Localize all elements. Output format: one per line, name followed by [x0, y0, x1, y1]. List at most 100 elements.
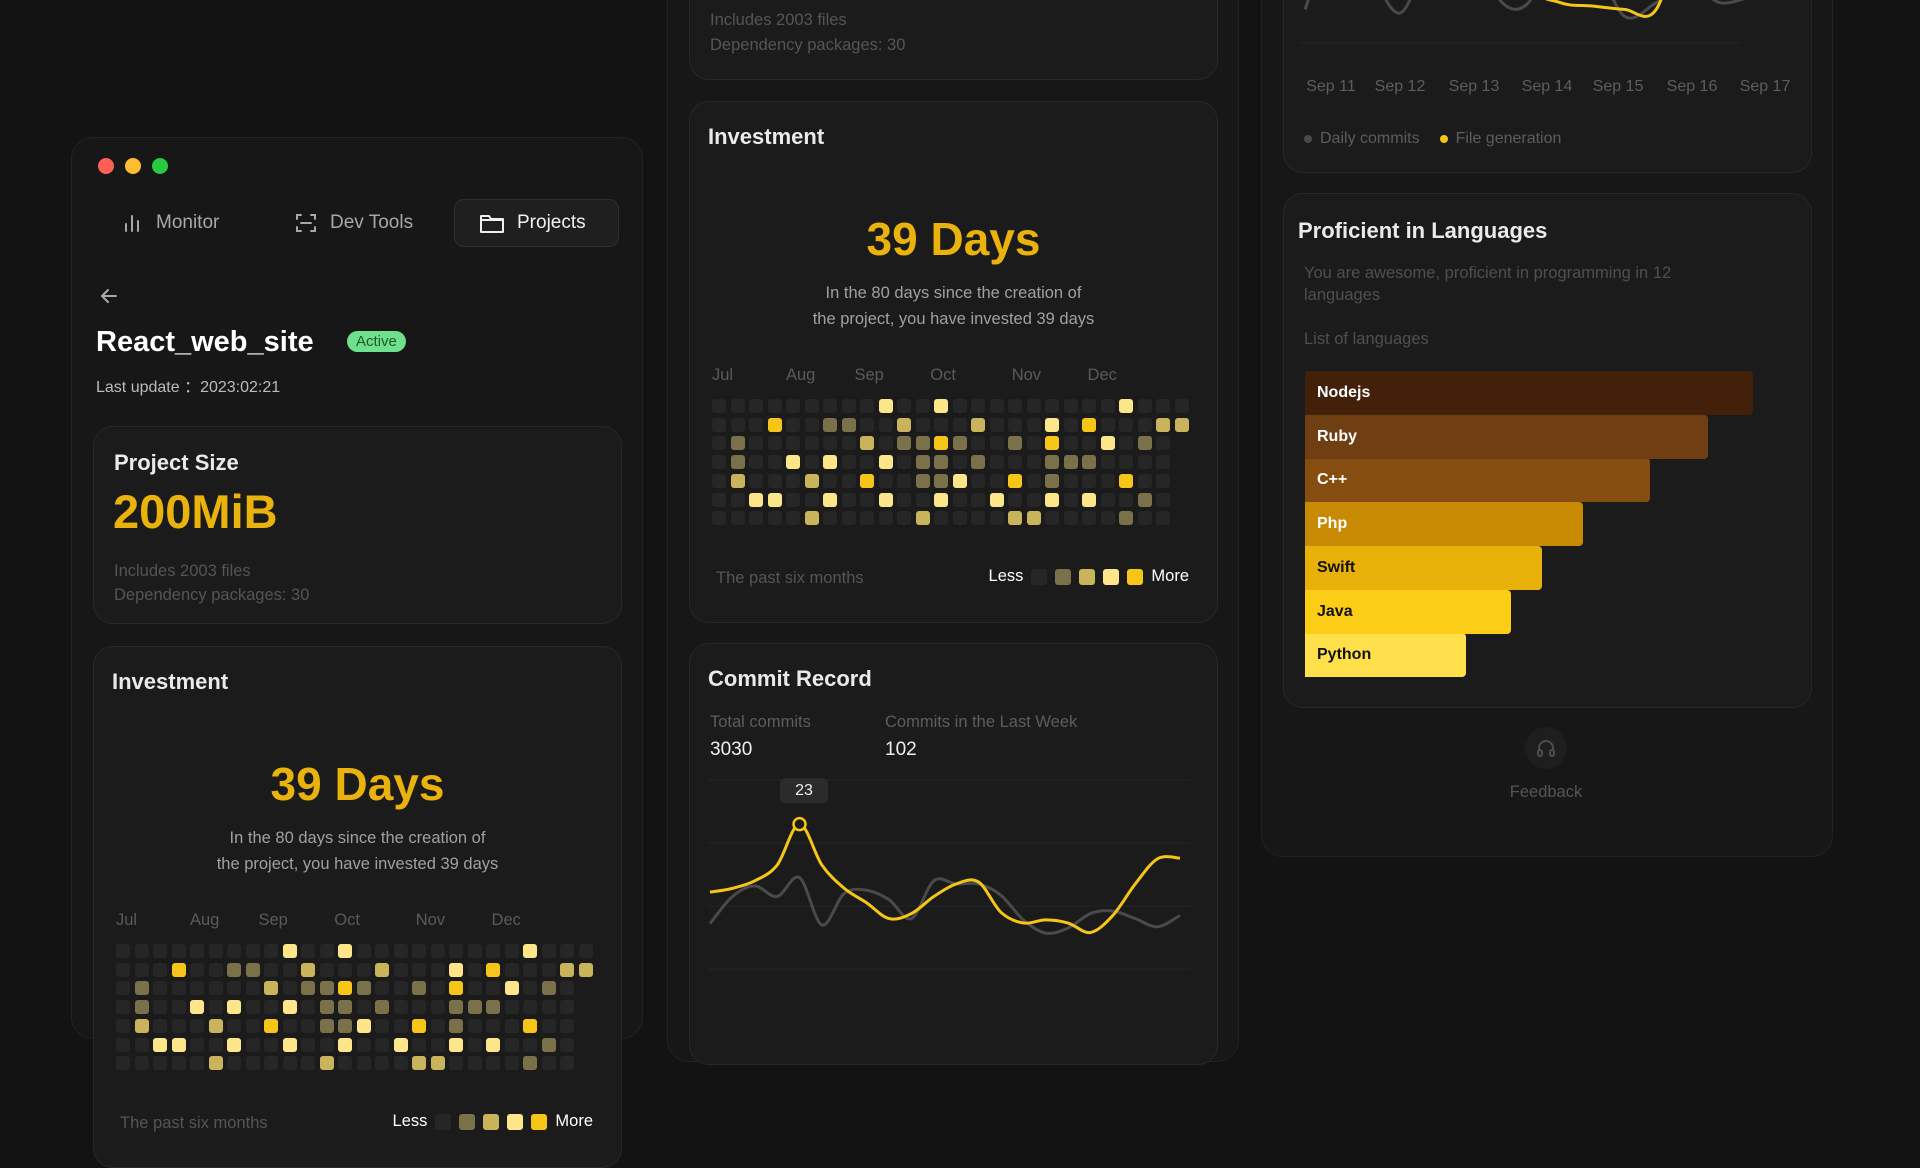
heatmap-cell	[319, 1018, 334, 1033]
heatmap-cell	[823, 417, 837, 432]
heatmap-cell	[1137, 436, 1152, 451]
language-name: Python	[1317, 646, 1372, 664]
back-arrow-icon[interactable]	[98, 285, 120, 307]
description-line: the project, you have invested 39 days	[216, 855, 499, 873]
heatmap-cell	[730, 399, 745, 413]
heatmap-cell	[282, 1018, 297, 1033]
heatmap-cell	[116, 1056, 130, 1071]
heatmap-cell	[823, 455, 837, 470]
heatmap-cell	[860, 399, 874, 413]
language-name: C++	[1317, 471, 1348, 489]
minimize-window-button[interactable]	[125, 158, 141, 174]
card-title: Investment	[708, 124, 825, 149]
heatmap-cell	[971, 436, 985, 451]
heatmap-cell	[915, 473, 930, 488]
commits-line	[708, 875, 1181, 935]
close-window-button[interactable]	[98, 158, 114, 174]
heatmap-cell	[486, 1037, 500, 1052]
heatmap-cell	[1008, 399, 1022, 413]
heatmap-cell	[153, 1056, 167, 1071]
heatmap-caption: The past six months	[716, 569, 864, 587]
language-name: Swift	[1317, 558, 1356, 576]
heatmap-cell	[282, 981, 297, 996]
heatmap-cell	[523, 944, 537, 958]
heatmap-cell	[952, 455, 967, 470]
project-size-card: Project Size 200MiB Includes 2003 files …	[93, 426, 622, 624]
heatmap-cell	[301, 1037, 315, 1052]
heatmap-cell	[264, 1056, 278, 1071]
heatmap-cell	[190, 1037, 204, 1052]
x-tick-label: Sep 13	[1449, 78, 1500, 95]
heatmap-cell	[356, 1037, 371, 1052]
heatmap-cell	[1137, 473, 1152, 488]
heatmap-cell	[897, 436, 911, 451]
month-label: Sep	[258, 911, 288, 929]
heatmap-cell	[915, 399, 930, 413]
heatmap-cell	[467, 1056, 482, 1071]
heatmap-cell	[393, 1000, 408, 1015]
right-column: Sep 11 Sep 12 Sep 13 Sep 14 Sep 15 Sep 16 Sep …	[1261, 0, 1833, 857]
heatmap-cell	[227, 962, 241, 977]
tab-dev-tools[interactable]: Dev Tools	[270, 199, 437, 247]
heatmap-cell	[952, 492, 967, 507]
heatmap-cell	[208, 1037, 223, 1052]
heatmap-cell	[897, 511, 911, 526]
heatmap-cell	[989, 511, 1004, 526]
feedback-button[interactable]: Feedback	[1506, 727, 1586, 802]
heatmap-cell	[134, 962, 149, 977]
heatmap-cell	[749, 492, 763, 507]
heatmap-cell	[1100, 436, 1115, 451]
project-window: Monitor Dev Tools Projects React_web_sit…	[71, 137, 643, 1168]
heatmap-cell	[1119, 492, 1133, 507]
heatmap-cell	[1156, 473, 1170, 488]
heatmap-cell	[523, 981, 537, 996]
x-tick-label: Sep 16	[1667, 78, 1718, 95]
tab-monitor[interactable]: Monitor	[98, 199, 243, 247]
heatmap-cell	[153, 944, 167, 958]
investment-card: Investment 39 Days In the 80 days since …	[93, 646, 622, 1168]
language-bar-swift: Swift	[1305, 545, 1543, 590]
heatmap-cell	[1026, 492, 1041, 507]
heatmap-cell	[171, 981, 186, 996]
legend-more: More	[1151, 567, 1189, 585]
heatmap-cell	[504, 944, 519, 958]
heatmap-cell	[952, 511, 967, 526]
highlight-point[interactable]	[792, 816, 807, 832]
maximize-window-button[interactable]	[152, 158, 168, 174]
heatmap-cell	[712, 492, 726, 507]
heatmap-cell	[171, 962, 186, 977]
heatmap-cell	[934, 436, 948, 451]
heatmap-cell	[934, 455, 948, 470]
heatmap-cell	[823, 436, 837, 451]
heatmap-cell	[264, 1037, 278, 1052]
heatmap-cell	[730, 492, 745, 507]
heatmap-cell	[952, 399, 967, 413]
heatmap-cell	[860, 473, 874, 488]
investment-description: In the 80 days since the creation of the…	[94, 825, 621, 877]
tab-label: Projects	[517, 212, 586, 233]
heatmap-cell	[116, 1018, 130, 1033]
heatmap-cell	[841, 473, 856, 488]
description-line: In the 80 days since the creation of	[229, 829, 486, 847]
chart-legend: Daily commits File generation	[1304, 130, 1561, 148]
tab-projects[interactable]: Projects	[454, 199, 619, 247]
languages-bar-chart: Nodejs Ruby C++ Php Swift Java Python	[1305, 371, 1753, 681]
middle-column: Includes 2003 files Dependency packages:…	[667, 0, 1239, 1065]
heatmap-cell	[1063, 455, 1078, 470]
heatmap-cell	[375, 1056, 389, 1071]
heatmap-cell	[730, 511, 745, 526]
language-bar-python: Python	[1305, 633, 1467, 678]
languages-description: You are awesome, proficient in programmi…	[1304, 264, 1672, 304]
month-label: Nov	[1011, 366, 1042, 384]
heatmap-cell	[989, 417, 1004, 432]
heatmap-cell	[412, 1018, 426, 1033]
month-label: Nov	[415, 911, 446, 929]
commit-line-chart	[708, 779, 1190, 970]
heatmap-cell	[1137, 511, 1152, 526]
heatmap-cell	[841, 436, 856, 451]
heatmap-cell	[356, 1000, 371, 1015]
heatmap-cell	[934, 511, 948, 526]
heatmap-cell	[730, 455, 745, 470]
heatmap-cell	[393, 944, 408, 958]
heatmap-cell	[841, 417, 856, 432]
